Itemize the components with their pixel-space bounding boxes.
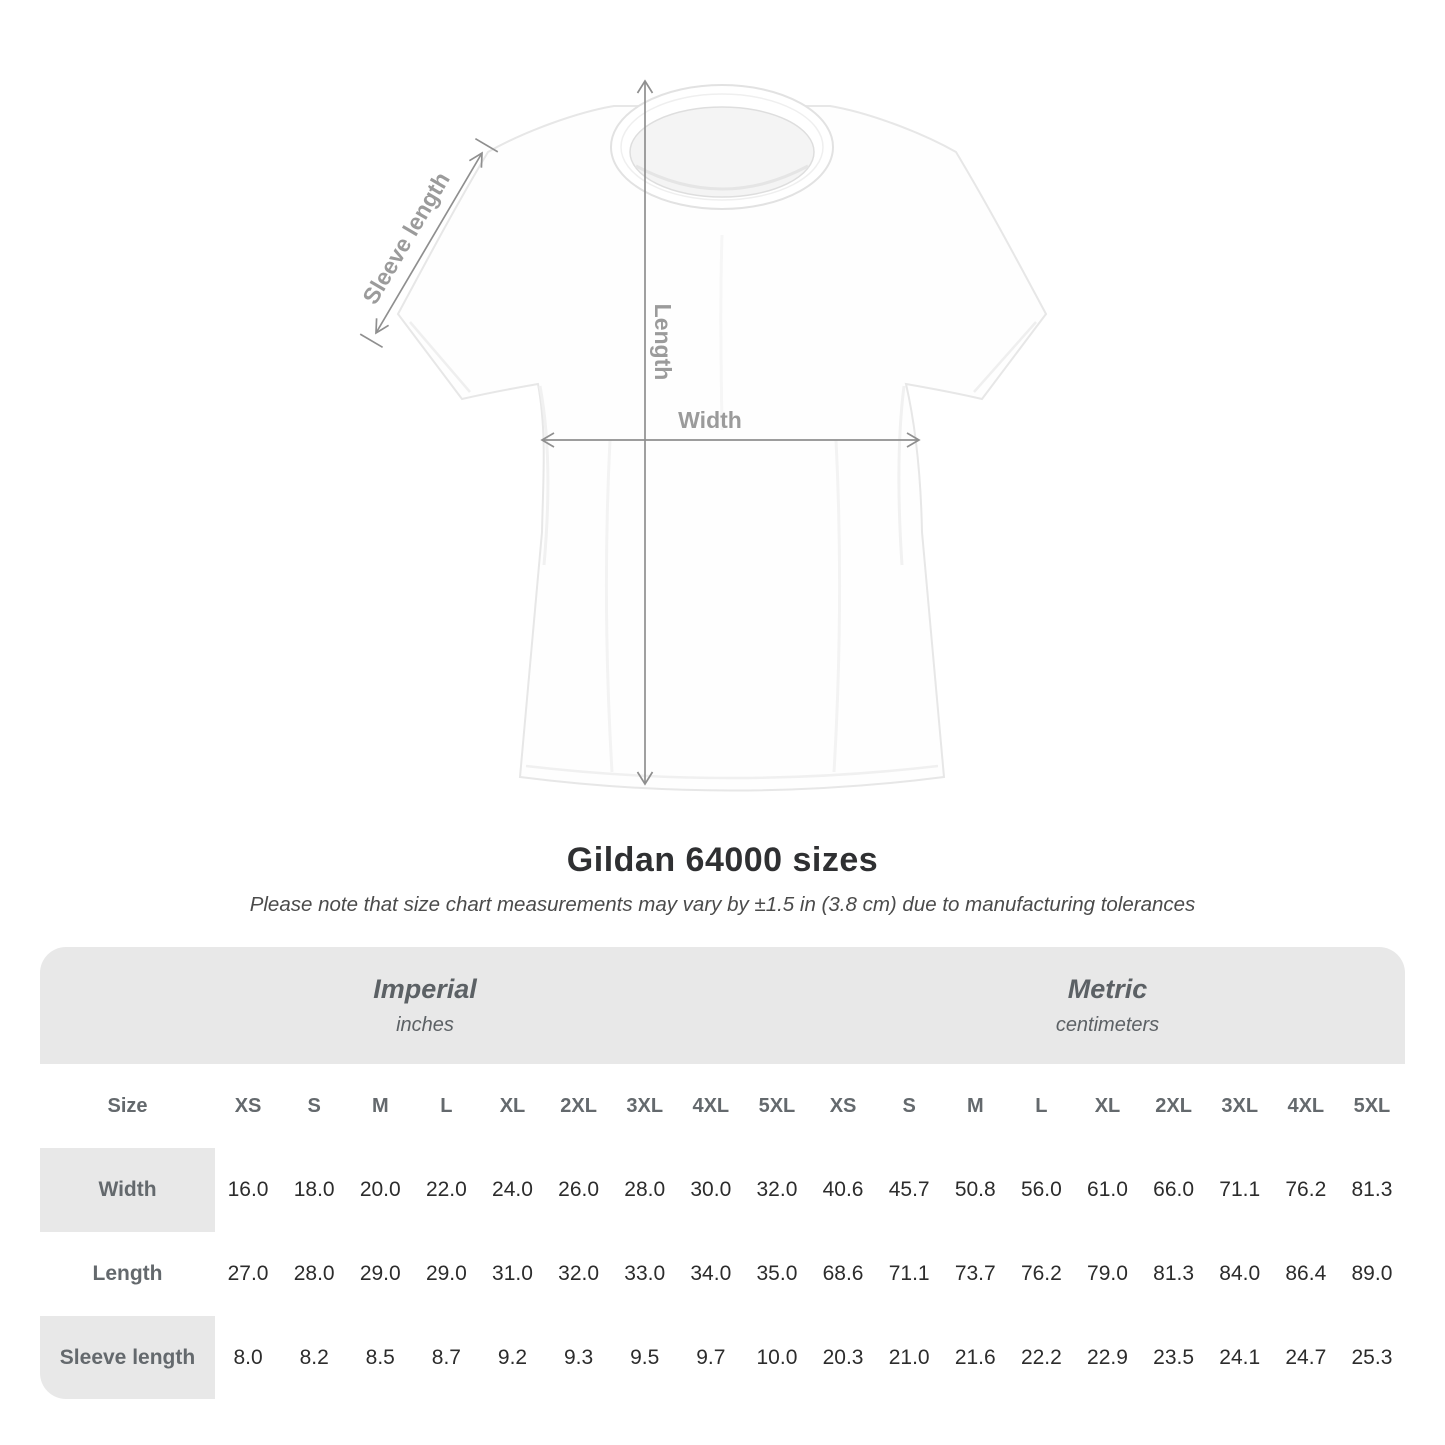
sleeve-length-arrow [359,137,499,349]
width-arrow [540,432,921,448]
metric-value: 73.7 [954,1262,996,1285]
imperial-value: 28.0 [293,1262,335,1285]
imperial-value: 29.0 [359,1262,401,1285]
metric-value: 81.3 [1153,1262,1195,1285]
metric-value: 66.0 [1153,1178,1195,1201]
imperial-col-header-xl: XL [499,1094,526,1117]
imperial-value: 9.3 [564,1345,594,1369]
metric-value: 71.1 [1219,1178,1261,1201]
length-arrow [636,79,654,786]
metric-section-title: Metric [1067,974,1148,1004]
imperial-col-header-2xl: 2XL [560,1094,597,1117]
imperial-value: 31.0 [492,1262,533,1285]
imperial-col-header-l: L [440,1094,453,1117]
metric-value: 71.1 [888,1262,930,1285]
metric-value: 81.3 [1351,1178,1393,1201]
imperial-value: 8.7 [431,1345,461,1369]
imperial-col-header-5xl: 5XL [758,1094,796,1117]
imperial-value: 20.0 [359,1178,401,1201]
metric-value: 25.3 [1351,1345,1393,1369]
metric-value: 68.6 [822,1262,864,1285]
metric-col-header-5xl: 5XL [1353,1094,1391,1117]
metric-col-header-2xl: 2XL [1155,1094,1192,1117]
imperial-value: 34.0 [690,1262,732,1285]
imperial-value: 32.0 [756,1178,798,1201]
imperial-col-header-xs: XS [234,1094,262,1117]
metric-value: 56.0 [1020,1178,1062,1201]
metric-col-header-m: M [966,1094,984,1117]
imperial-value: 8.2 [299,1345,329,1369]
tshirt-collar [610,84,834,210]
metric-col-header-4xl: 4XL [1287,1094,1325,1117]
size-column-header: Size [40,1064,215,1148]
row-label: Width [40,1148,215,1232]
metric-value: 21.6 [954,1345,996,1369]
imperial-value: 8.5 [365,1345,395,1369]
imperial-col-header-4xl: 4XL [692,1094,730,1117]
imperial-value: 28.0 [624,1178,666,1201]
imperial-value: 22.0 [425,1178,467,1201]
imperial-value: 18.0 [293,1178,335,1201]
tolerance-note: Please note that size chart measurements… [249,893,1196,916]
metric-value: 23.5 [1153,1345,1195,1369]
row-label: Sleeve length [40,1316,215,1399]
metric-col-header-xs: XS [829,1094,857,1117]
imperial-value: 9.2 [497,1345,528,1369]
metric-value: 22.9 [1087,1345,1128,1369]
imperial-value: 10.0 [756,1345,798,1369]
metric-value: 22.2 [1020,1345,1062,1369]
imperial-value: 32.0 [558,1262,600,1285]
metric-value: 79.0 [1087,1262,1128,1285]
metric-value: 40.6 [822,1178,864,1201]
metric-col-header-3xl: 3XL [1221,1094,1259,1117]
metric-value: 89.0 [1351,1262,1393,1285]
imperial-col-header-3xl: 3XL [626,1094,664,1117]
metric-value: 61.0 [1087,1178,1128,1201]
metric-value: 20.3 [822,1345,864,1369]
row-label: Length [40,1232,215,1316]
imperial-value: 9.7 [696,1345,726,1369]
imperial-value: 26.0 [558,1178,600,1201]
metric-value: 24.1 [1219,1345,1261,1369]
imperial-value: 8.0 [233,1345,263,1369]
metric-value: 21.0 [888,1345,930,1369]
metric-col-header-l: L [1035,1094,1048,1117]
metric-value: 50.8 [954,1178,996,1201]
imperial-value: 27.0 [227,1262,269,1285]
imperial-value: 9.5 [630,1345,660,1369]
imperial-section-title: Imperial [373,974,477,1004]
imperial-value: 33.0 [624,1262,666,1285]
metric-value: 24.7 [1285,1345,1327,1369]
imperial-value: 16.0 [227,1178,269,1201]
imperial-col-header-m: M [371,1094,389,1117]
metric-value: 45.7 [888,1178,930,1201]
tshirt-measurement-diagram: Width Length Sleeve length [357,79,1048,792]
tshirt-image [396,84,1048,792]
imperial-value: 24.0 [492,1178,533,1201]
metric-section-unit: centimeters [1055,1014,1160,1036]
metric-value: 84.0 [1219,1262,1261,1285]
metric-value: 86.4 [1285,1262,1327,1285]
metric-section-header: Metric centimeters [810,947,1405,1064]
imperial-section-unit: inches [396,1014,454,1036]
width-label: Width [678,407,742,433]
metric-col-header-xl: XL [1094,1094,1121,1117]
imperial-section-header: Imperial inches [40,947,810,1064]
imperial-value: 29.0 [425,1262,467,1285]
imperial-value: 35.0 [756,1262,798,1285]
metric-value: 76.2 [1020,1262,1062,1285]
metric-col-header-s: S [902,1094,916,1117]
length-label: Length [650,304,676,381]
imperial-value: 30.0 [690,1178,732,1201]
metric-value: 76.2 [1285,1178,1327,1201]
page-title: Gildan 64000 sizes [566,841,879,879]
imperial-col-header-s: S [307,1094,321,1117]
size-table: Imperial inches Metric centimeters Size X… [40,947,1405,1399]
